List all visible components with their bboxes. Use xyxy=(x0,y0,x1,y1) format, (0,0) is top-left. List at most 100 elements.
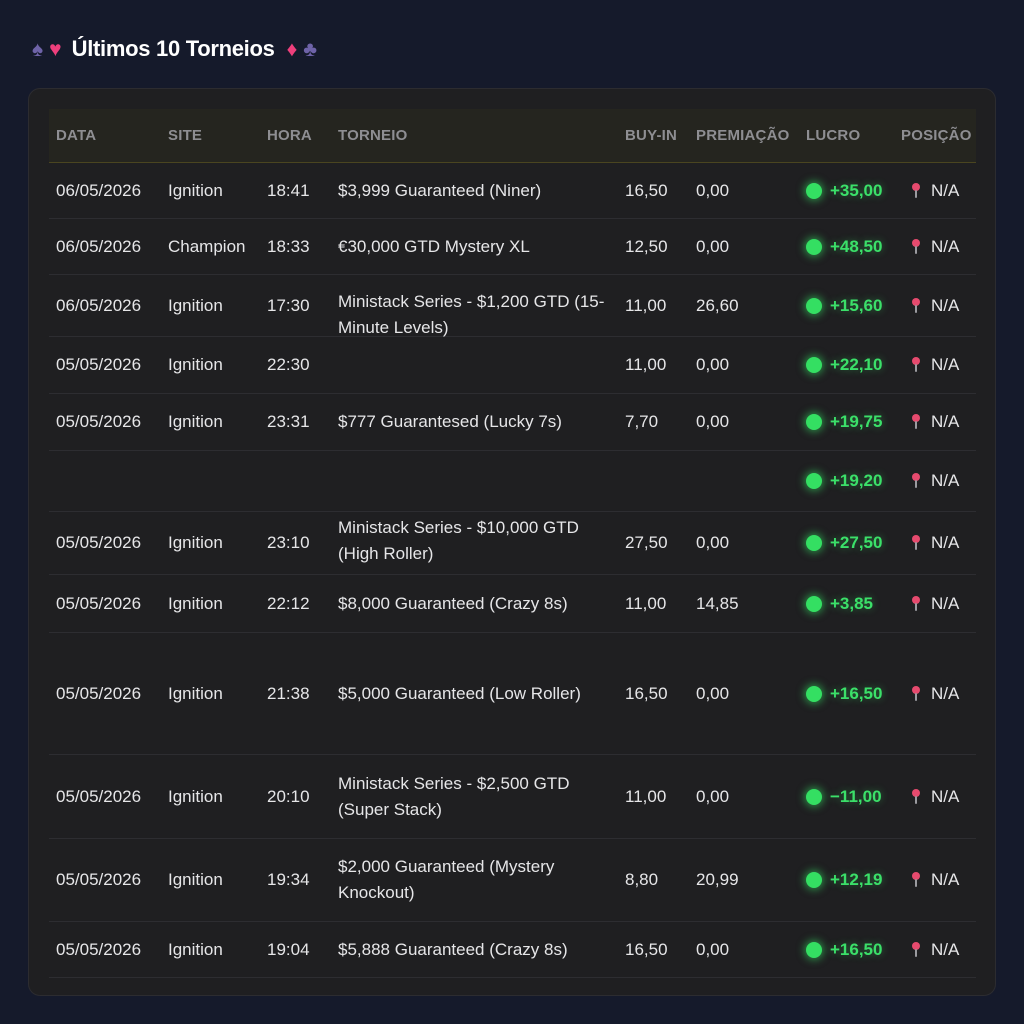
pin-icon xyxy=(911,685,921,702)
column-header-hora[interactable]: HORA xyxy=(267,127,312,144)
column-header-premiacao[interactable]: PREMIAÇÃO xyxy=(696,127,790,144)
table-row[interactable]: 05/05/2026 Ignition 22:12 $8,000 Guaranteed… xyxy=(49,575,976,633)
table-row[interactable]: 05/05/2026 Ignition 19:04 $5,888 Guaranteed… xyxy=(49,922,976,978)
cell-buyin: 11,00 xyxy=(625,295,667,315)
cell-posicao: N/A xyxy=(911,275,959,336)
lucro-value: +12,19 xyxy=(830,870,883,889)
lucro-value: +27,50 xyxy=(830,533,883,552)
cell-posicao: N/A xyxy=(911,755,959,838)
cell-lucro: +15,60 xyxy=(806,275,882,336)
cell-hora: 19:34 xyxy=(267,870,310,889)
merged-torneio-cell: Ministack Series - $1,200 GTD (15-Minute… xyxy=(338,292,605,337)
cell-posicao: N/A xyxy=(911,394,959,450)
cell-buyin: 16,50 xyxy=(625,683,668,703)
tournaments-table-card: DATA SITE HORA TORNEIO BUY-IN PREMIAÇÃO … xyxy=(28,88,996,996)
cell-hora: 18:41 xyxy=(267,180,310,200)
cell-posicao: N/A xyxy=(911,219,959,274)
cell-site: Ignition xyxy=(168,939,223,959)
cell-hora: 22:12 xyxy=(267,593,310,613)
cell-site: Champion xyxy=(168,236,246,256)
diamond-icon: ♦ xyxy=(286,37,298,61)
table-row[interactable]: 06/05/2026 Ignition 17:30 11,00 26,60 +15,60 N… xyxy=(49,275,976,337)
cell-torneio: $777 Guarantesed (Lucky 7s) xyxy=(338,412,562,431)
lucro-value: +16,50 xyxy=(830,939,883,959)
status-dot-icon xyxy=(806,182,822,199)
lucro-value: +16,50 xyxy=(830,683,883,703)
cell-torneio: Ministack Series - $2,500 GTD (Super Sta… xyxy=(338,773,570,819)
table-row[interactable]: 05/05/2026 Ignition 23:31 $777 Guarantesed … xyxy=(49,394,976,451)
cell-torneio: $5,888 Guaranteed (Crazy 8s) xyxy=(338,939,568,959)
posicao-value: N/A xyxy=(931,533,960,552)
posicao-value: N/A xyxy=(931,786,960,806)
table-row[interactable]: 05/05/2026 Ignition 22:30 11,00 0,00 +22,10 N/… xyxy=(49,337,976,394)
cell-hora: 18:33 xyxy=(267,236,310,256)
cell-site: Ignition xyxy=(168,295,223,315)
pin-icon xyxy=(911,297,921,314)
pin-icon xyxy=(911,535,921,551)
cell-hora: 22:30 xyxy=(267,355,310,374)
cell-posicao: N/A xyxy=(911,922,959,977)
cell-lucro: +27,50 xyxy=(806,512,882,574)
cell-torneio: €30,000 GTD Mystery XL xyxy=(338,236,530,256)
cell-lucro: −11,00 xyxy=(806,755,882,838)
table-row[interactable]: 05/05/2026 Ignition 19:34 $2,000 Guaranteed… xyxy=(49,839,976,922)
cell-torneio: $8,000 Guaranteed (Crazy 8s) xyxy=(338,593,568,613)
lucro-value: +22,10 xyxy=(830,355,883,374)
cell-buyin: 12,50 xyxy=(625,236,668,256)
cell-buyin: 8,80 xyxy=(625,870,659,889)
cell-data: 05/05/2026 xyxy=(56,533,142,552)
page-title: Últimos 10 Torneios xyxy=(71,36,275,61)
column-header-site[interactable]: SITE xyxy=(168,127,203,144)
status-dot-icon xyxy=(806,872,822,888)
cell-lucro: +12,19 xyxy=(806,839,882,921)
pin-icon xyxy=(911,941,921,958)
lucro-value: +19,75 xyxy=(830,412,883,431)
cell-premiacao: 0,00 xyxy=(696,355,730,374)
cell-buyin: 7,70 xyxy=(625,412,659,431)
cell-data: 05/05/2026 xyxy=(56,683,142,703)
cell-premiacao: 20,99 xyxy=(696,870,739,889)
table-row[interactable]: 06/05/2026 Champion 18:33 €30,000 GTD Myste… xyxy=(49,219,976,275)
cell-buyin: 11,00 xyxy=(625,786,667,806)
cell-buyin: 11,00 xyxy=(625,355,667,374)
cell-buyin: 16,50 xyxy=(625,180,668,200)
status-dot-icon xyxy=(806,595,822,612)
cell-lucro: +48,50 xyxy=(806,219,882,274)
cell-premiacao: 0,00 xyxy=(696,180,730,200)
cell-premiacao: 0,00 xyxy=(696,939,730,959)
status-dot-icon xyxy=(806,473,822,489)
cell-data: 05/05/2026 xyxy=(56,786,142,806)
column-header-data[interactable]: DATA xyxy=(56,127,97,144)
cell-posicao: N/A xyxy=(911,512,959,574)
cell-site: Ignition xyxy=(168,412,223,431)
cell-data: 05/05/2026 xyxy=(56,939,142,959)
cell-site: Ignition xyxy=(168,355,223,374)
cell-site: Ignition xyxy=(168,870,223,889)
posicao-value: N/A xyxy=(931,180,960,200)
column-header-posicao[interactable]: POSIÇÃO xyxy=(901,127,972,144)
cell-torneio: $2,000 Guaranteed (Mystery Knockout) xyxy=(338,857,555,902)
table-row[interactable]: 06/05/2026 Ignition 18:41 $3,999 Guaranteed… xyxy=(49,163,976,219)
cell-lucro: +3,85 xyxy=(806,575,873,632)
cell-premiacao: 26,60 xyxy=(696,295,739,315)
table-row[interactable]: +19,20 N/A xyxy=(49,451,976,512)
lucro-value: −11,00 xyxy=(830,786,882,806)
column-header-torneio[interactable]: TORNEIO xyxy=(338,127,408,144)
table-row[interactable]: 05/05/2026 Ignition 23:10 27,50 0,00 +27,50 N/… xyxy=(49,512,976,575)
cell-premiacao: 0,00 xyxy=(696,412,730,431)
column-header-buyin[interactable]: BUY-IN xyxy=(625,127,678,144)
table-header: DATA SITE HORA TORNEIO BUY-IN PREMIAÇÃO … xyxy=(49,109,976,163)
table-row[interactable]: 05/05/2026 Ignition 20:10 Ministack Series … xyxy=(49,755,976,839)
posicao-value: N/A xyxy=(931,593,960,613)
posicao-value: N/A xyxy=(931,412,960,431)
pin-icon xyxy=(911,788,921,805)
cell-hora: 19:04 xyxy=(267,939,310,959)
table-row[interactable]: 05/05/2026 Ignition 21:38 $5,000 Guaranteed… xyxy=(49,633,976,755)
lucro-value: +48,50 xyxy=(830,236,883,256)
cell-hora: 23:31 xyxy=(267,412,310,431)
cell-lucro: +16,50 xyxy=(806,633,882,754)
column-header-lucro[interactable]: LUCRO xyxy=(806,127,861,144)
cell-data: 06/05/2026 xyxy=(56,295,142,315)
status-dot-icon xyxy=(806,357,822,373)
heart-icon: ♥ xyxy=(49,37,62,61)
